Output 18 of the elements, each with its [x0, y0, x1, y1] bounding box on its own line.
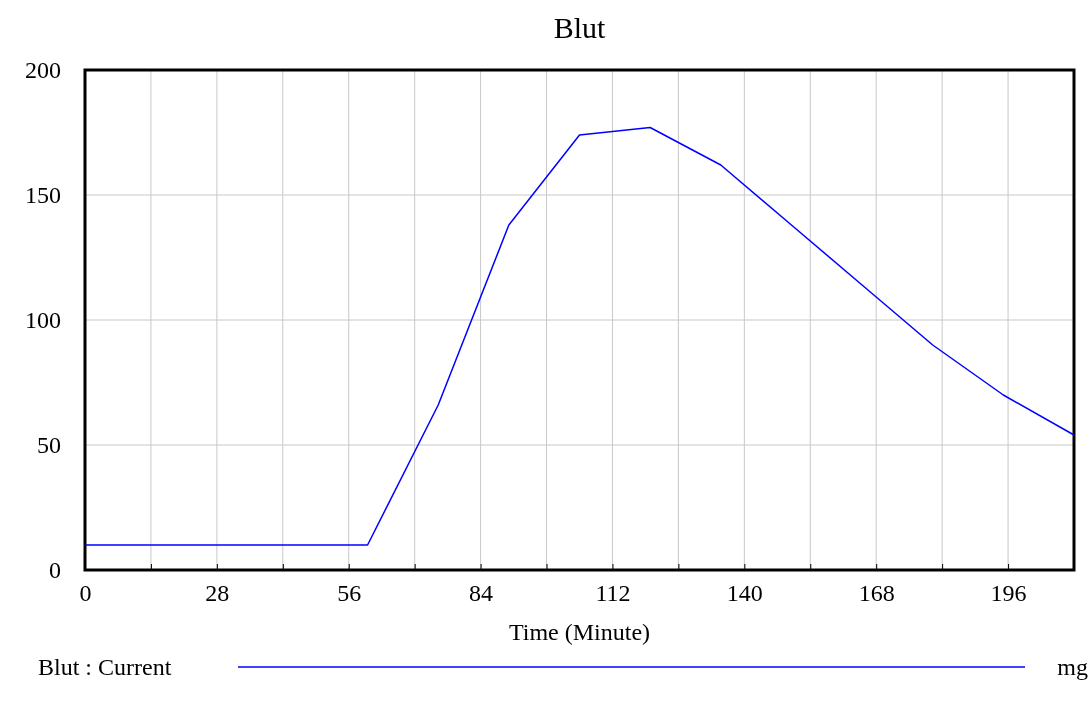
y-tick-label: 200 [25, 57, 61, 84]
x-tick-label: 56 [337, 579, 362, 606]
y-tick-label: 0 [49, 557, 61, 584]
x-axis-title: Time (Minute) [508, 619, 651, 645]
text: Blut : Current [38, 654, 172, 680]
x-tick-label: 168 [858, 579, 895, 606]
x-tick-label: 140 [726, 579, 763, 606]
x-tick-label: 196 [990, 579, 1027, 606]
y-tick-label: 100 [25, 307, 61, 334]
y-tick-label: 50 [37, 432, 61, 459]
text: mg [1057, 654, 1088, 680]
x-tick-label: 112 [595, 579, 631, 606]
x-tick-label: 84 [469, 579, 494, 606]
y-tick-label: 150 [25, 182, 61, 209]
line-series [84, 126, 1075, 546]
chart-title: Blut [553, 11, 606, 44]
x-tick-label: 28 [205, 579, 230, 606]
x-tick-label: 0 [79, 579, 92, 606]
